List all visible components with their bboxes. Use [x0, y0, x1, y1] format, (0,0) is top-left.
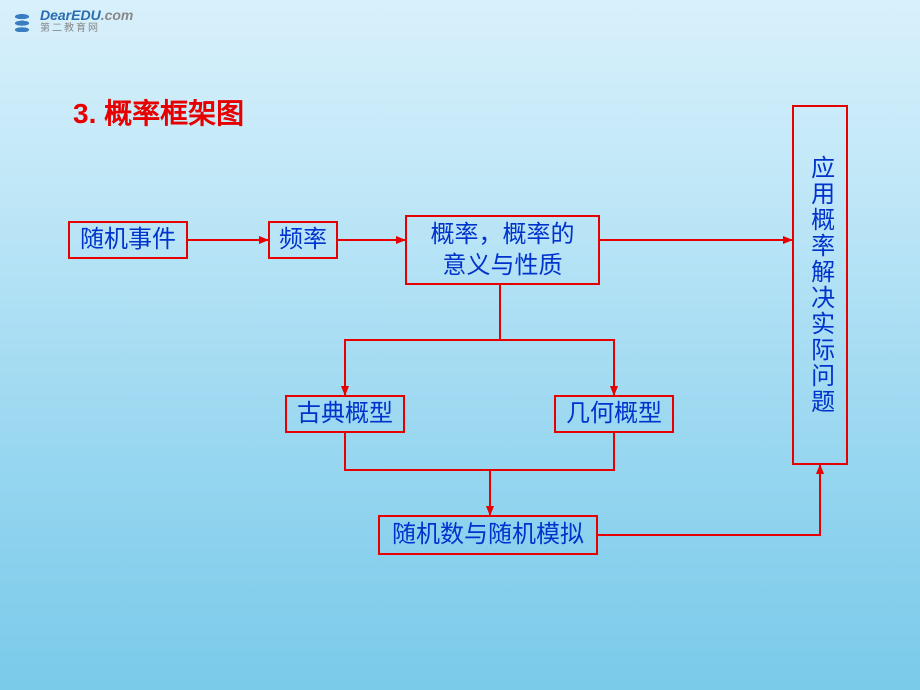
- logo-main-suffix: .com: [101, 7, 134, 23]
- logo-sub: 第二教育网: [40, 24, 133, 34]
- node-probability: 概率，概率的意义与性质: [405, 215, 600, 285]
- node-simulation: 随机数与随机模拟: [378, 515, 598, 555]
- node-frequency: 频率: [268, 221, 338, 259]
- node-geometric: 几何概型: [554, 395, 674, 433]
- logo-swirl-icon: [8, 10, 36, 32]
- node-classical: 古典概型: [285, 395, 405, 433]
- diagram-title: 3. 概率框架图: [73, 92, 244, 132]
- logo-main-prefix: DearEDU: [40, 7, 101, 23]
- node-application: 应用概率解决实际问题: [792, 105, 848, 465]
- logo-text: DearEDU.com 第二教育网: [40, 8, 133, 34]
- logo: DearEDU.com 第二教育网: [8, 8, 133, 34]
- node-random_event: 随机事件: [68, 221, 188, 259]
